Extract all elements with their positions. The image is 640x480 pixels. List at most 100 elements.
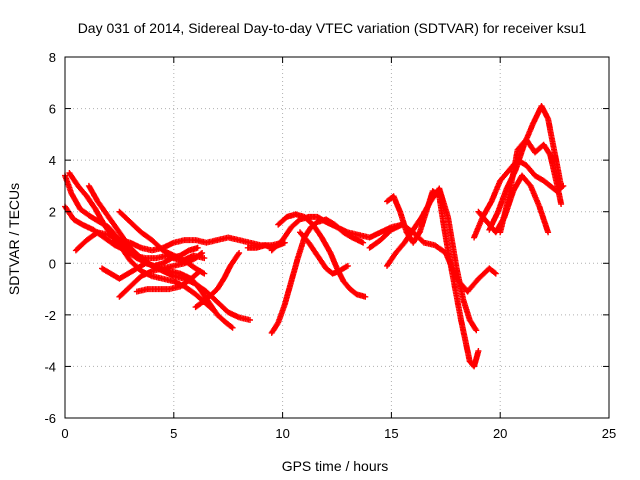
- y-tick-label: -6: [44, 411, 56, 426]
- series-sat-b-segment-15: [214, 311, 228, 325]
- series-sat-t-segment-6: [538, 103, 551, 121]
- series-sat-e-segment-15: [236, 237, 252, 246]
- series-sat-p-segment-12: [453, 293, 464, 322]
- series-sat-l-segment-1: [275, 303, 288, 326]
- series-sat-h-end-point: [201, 270, 208, 277]
- series-sat-i-segment-5: [188, 269, 202, 282]
- series-sat-l-segment-0: [268, 320, 281, 336]
- series-sat-d-segment-10: [192, 280, 209, 294]
- series-sat-r-segment-2: [401, 228, 416, 246]
- series-sat-c-segment-3: [92, 206, 107, 227]
- series-sat-c-segment-0: [66, 170, 81, 188]
- series-sat-p-segment-16: [471, 349, 481, 370]
- y-tick-label: 6: [49, 102, 56, 117]
- series-sat-v-segment-6: [527, 182, 542, 209]
- series-sat-v-segment-5: [519, 172, 533, 188]
- series-sat-m-segment-6: [327, 250, 340, 270]
- series-sat-m-segment-5: [318, 234, 333, 255]
- series-sat-n-segment-1: [305, 239, 320, 258]
- series-sat-r-segment-3: [410, 215, 424, 233]
- series-sat-k-segment-2: [288, 217, 302, 231]
- series-sat-a-segment-1: [68, 190, 83, 211]
- series-sat-h-segment-3: [149, 237, 165, 253]
- series-sat-r-segment-0: [384, 251, 398, 269]
- series-sat-i: [133, 268, 203, 295]
- x-tick-label: 15: [384, 426, 398, 441]
- x-tick-label: 10: [275, 426, 289, 441]
- series-sat-d-segment-1: [94, 198, 111, 219]
- series-sat-b: [62, 203, 236, 331]
- series-sat-r-segment-9: [460, 296, 473, 322]
- series-sat-m-segment-3: [301, 213, 315, 227]
- series-sat-r-segment-4: [418, 199, 433, 220]
- series-sat-t-segment-7: [545, 115, 558, 154]
- series-sat-q-segment-11: [486, 265, 498, 276]
- series-sat-e-segment-0: [72, 238, 89, 254]
- series-sat-n-end-point: [344, 262, 351, 269]
- series-sat-f-segment-3: [125, 266, 139, 277]
- series-sat-r-segment-1: [392, 240, 407, 256]
- series-sat-c-segment-2: [83, 193, 98, 211]
- series-sat-o: [244, 239, 288, 251]
- series-sat-v-segment-7: [536, 203, 551, 234]
- series-sat-p-segment-1: [390, 193, 403, 214]
- series-sat-h-segment-2: [138, 229, 154, 243]
- series-sat-m-segment-4: [310, 221, 324, 240]
- series-sat-s-segment-6: [523, 162, 537, 178]
- series-sat-i-segment-0: [133, 286, 150, 295]
- series-sat-m-end-point: [362, 293, 369, 300]
- series-sat-c-segment-1: [75, 182, 89, 199]
- series-sat-v-segment-2: [492, 215, 507, 236]
- series-sat-r-segment-10: [466, 317, 479, 332]
- x-tick-label: 25: [602, 426, 616, 441]
- series-sat-o-end-point: [281, 239, 288, 246]
- series-sat-d-end-point: [247, 317, 253, 323]
- y-tick-label: -2: [44, 308, 56, 323]
- y-tick-label: 4: [49, 153, 56, 168]
- plot-marks: [62, 103, 567, 370]
- series-sat-j: [192, 250, 243, 311]
- series-sat-l-segment-3: [288, 256, 301, 285]
- series-sat-b-segment-16: [223, 319, 235, 330]
- series-sat-h-segment-6: [181, 257, 198, 271]
- series-sat-r-segment-8: [453, 265, 466, 301]
- series-sat-j-segment-2: [214, 277, 226, 293]
- axes: 0 5 10 15 20 25 -6 -4 -2 0 2 4 6 8: [44, 50, 616, 441]
- series-sat-k-segment-1: [279, 225, 294, 244]
- series-sat-s-segment-3: [497, 168, 511, 184]
- series-sat-q-segment-10: [475, 266, 492, 282]
- series-sat-v-end-point: [545, 229, 552, 236]
- series-sat-g-segment-7: [192, 250, 204, 262]
- series-sat-i-end-point: [196, 268, 203, 274]
- series-sat-b-end-point: [229, 324, 236, 331]
- series-sat-v: [475, 172, 552, 236]
- series-sat-n-segment-0: [297, 229, 311, 245]
- series-sat-m-segment-0: [275, 214, 289, 228]
- x-tick-label: 0: [61, 426, 68, 441]
- series-sat-q-end-point: [492, 270, 499, 277]
- series-sat-u-segment-3: [523, 136, 538, 155]
- series-sat-p-segment-13: [458, 317, 469, 343]
- series-sat-b-segment-4: [101, 234, 117, 248]
- x-axis-label: GPS time / hours: [282, 458, 389, 474]
- series-sat-l-segment-8: [323, 216, 337, 227]
- series-sat-j-segment-4: [227, 251, 242, 269]
- series-sat-n-segment-2: [314, 252, 329, 271]
- series-sat-j-segment-0: [192, 297, 209, 311]
- series-sat-h-segment-0: [116, 208, 133, 224]
- series-sat-m: [275, 211, 369, 300]
- series-sat-r-end-point: [473, 327, 480, 334]
- series-sat-q-segment-6: [431, 242, 448, 256]
- series-sat-v-segment-4: [510, 173, 525, 195]
- series-sat-s-segment-2: [488, 179, 503, 205]
- series-sat-q-segment-0: [366, 237, 383, 251]
- series-sat-e-segment-13: [214, 234, 230, 244]
- series-sat-e-segment-3: [105, 231, 121, 243]
- series-sat-a-segment-2: [77, 206, 93, 219]
- series-sat-l-end-point: [360, 239, 367, 246]
- series-sat-q-segment-1: [377, 227, 394, 244]
- series-sat-m-segment-9: [347, 286, 359, 297]
- series-sat-a-end-point: [201, 255, 208, 262]
- series-sat-l-segment-9: [331, 221, 346, 235]
